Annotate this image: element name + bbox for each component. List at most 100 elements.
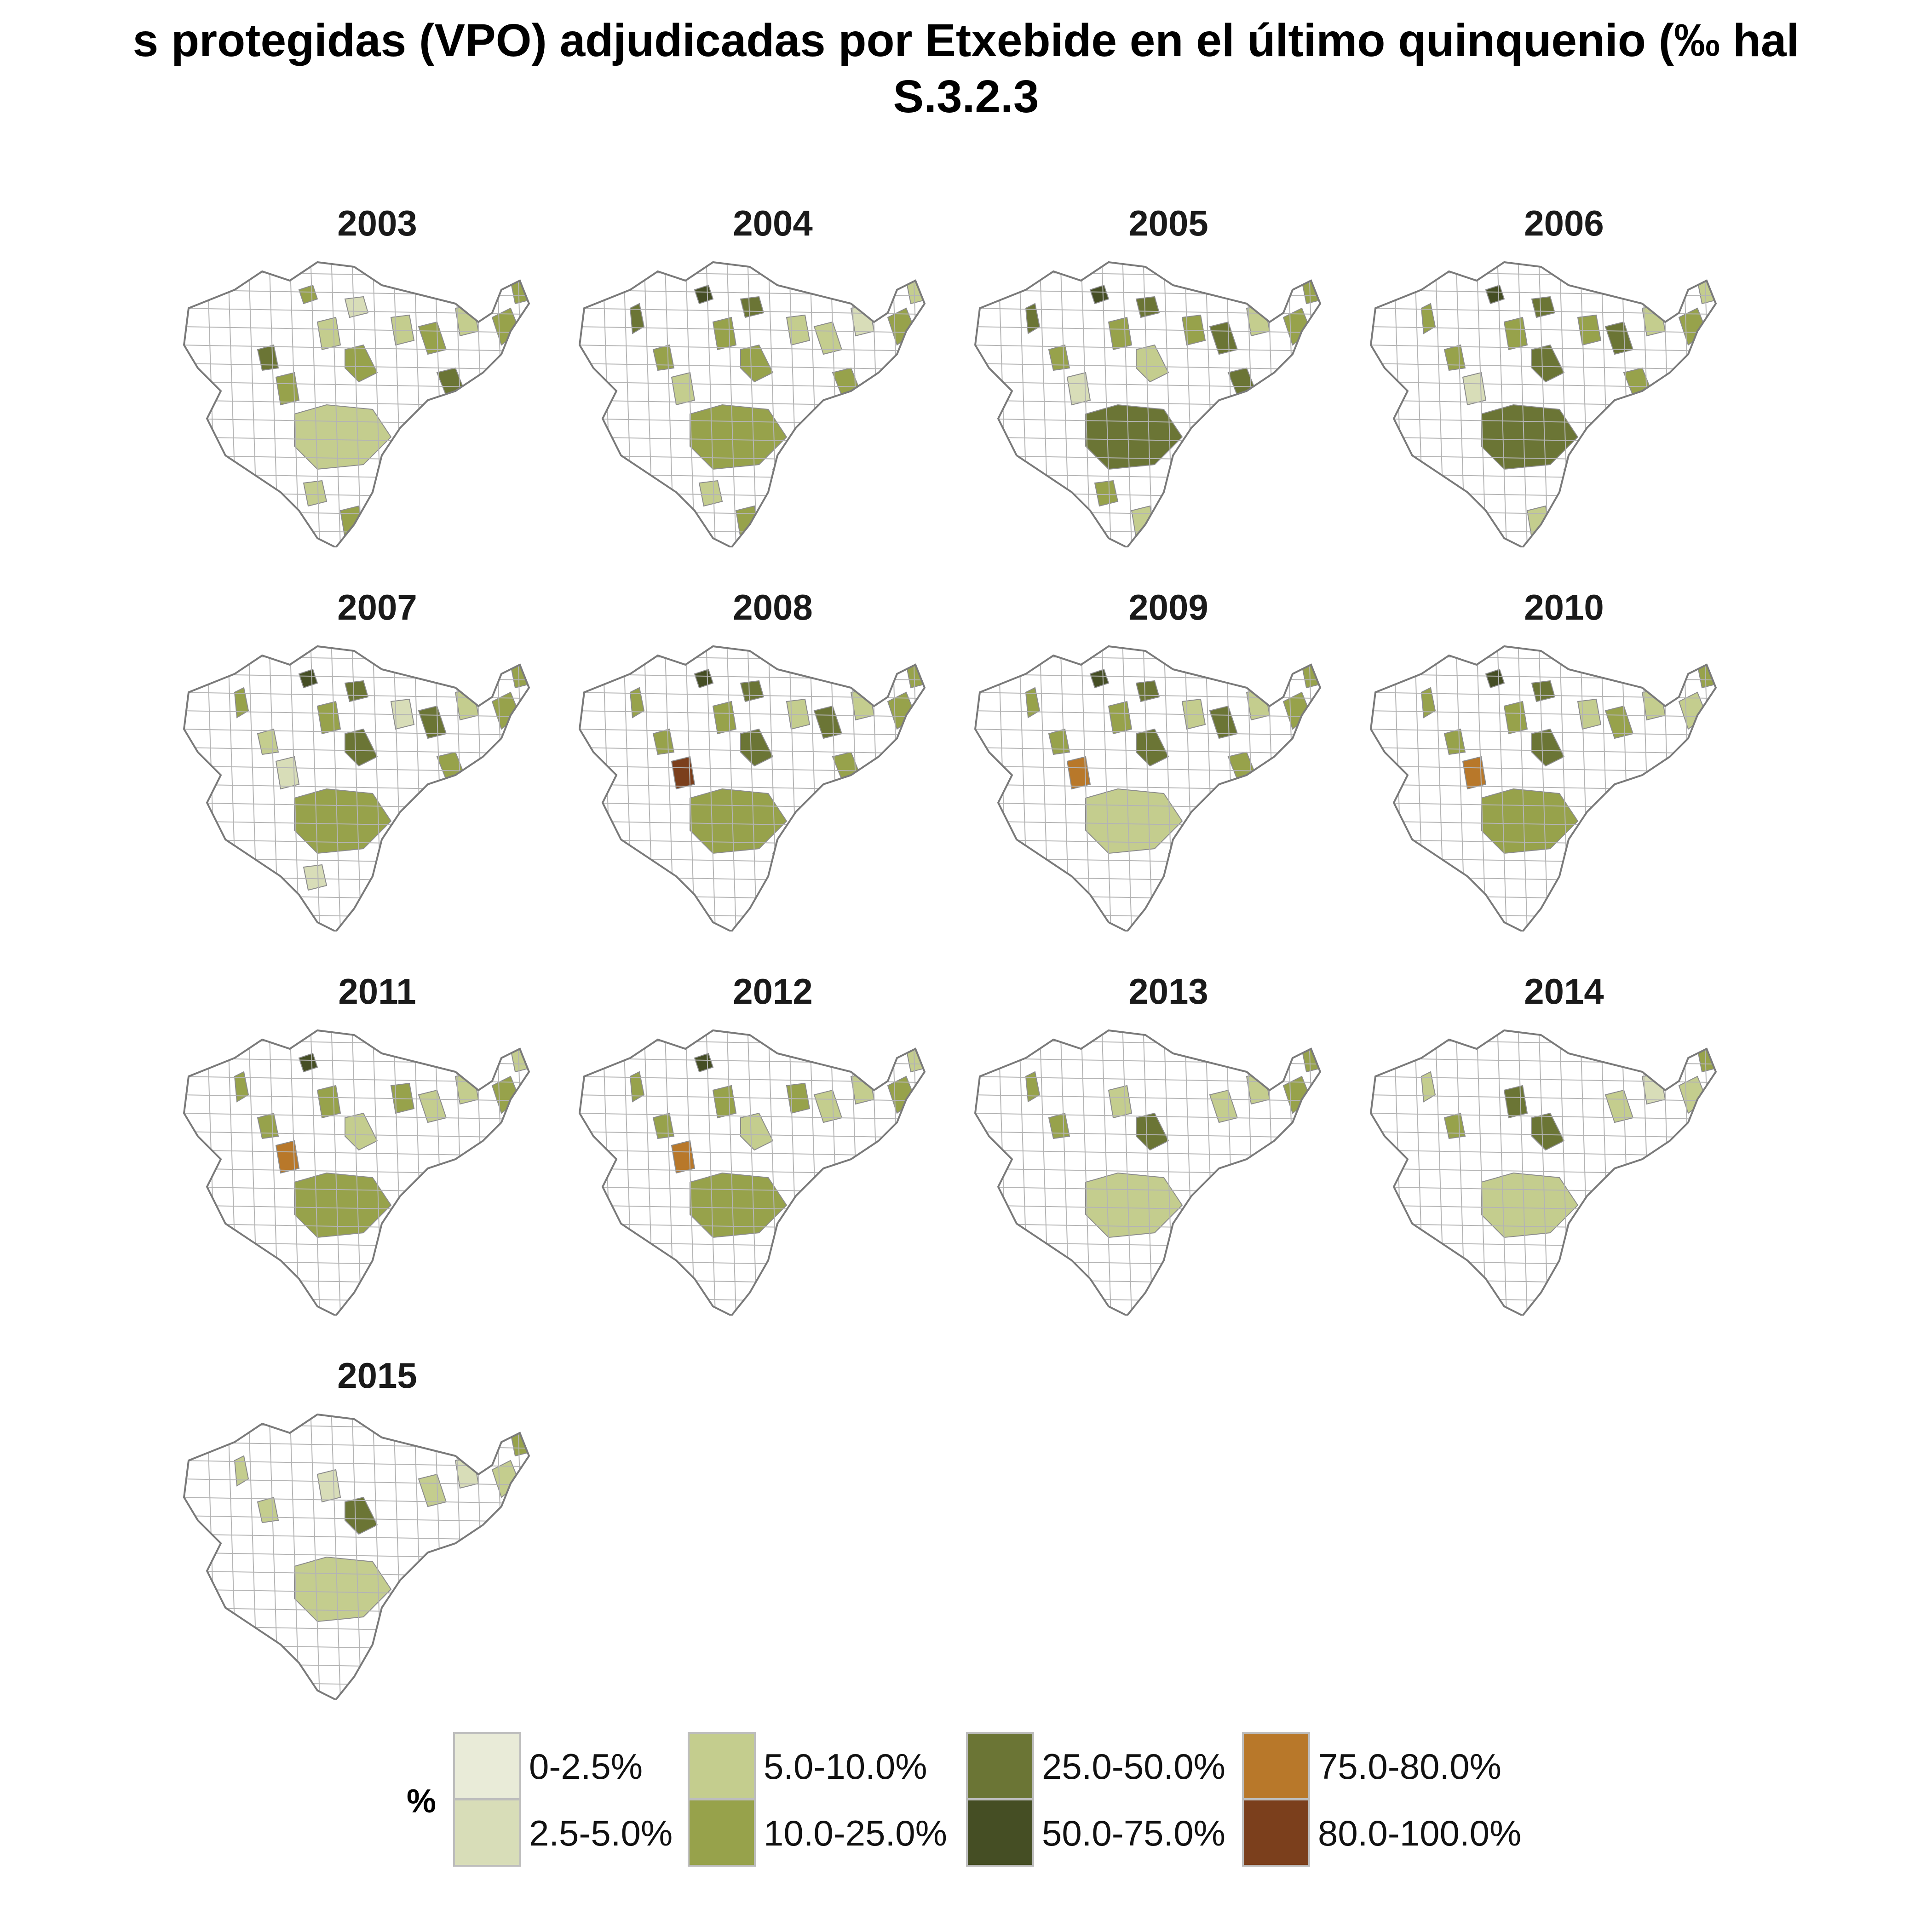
municipality-boundary: [975, 1076, 1320, 1084]
municipality-fill: [1531, 344, 1565, 383]
municipality-boundary: [830, 1030, 840, 1316]
municipality-boundary: [331, 1414, 341, 1700]
municipality-fill: [1089, 284, 1110, 305]
municipality-fill: [1066, 756, 1091, 790]
municipality-boundary: [351, 262, 362, 547]
territory-border: [183, 645, 530, 932]
municipality-boundary: [580, 655, 925, 663]
municipality-boundary: [1122, 262, 1132, 547]
legend-swatch: [966, 1732, 1034, 1800]
municipality-fill: [510, 1043, 529, 1073]
municipality-boundary: [434, 1030, 444, 1316]
municipality-fill: [1108, 701, 1133, 735]
municipality-fill: [1485, 284, 1505, 305]
municipality-fill: [1089, 668, 1110, 689]
panel-title: 2010: [1524, 587, 1604, 627]
municipality-fill: [298, 1052, 318, 1073]
municipality-boundary: [289, 262, 299, 547]
municipality-boundary: [1101, 262, 1111, 547]
municipality-boundary: [1642, 262, 1652, 547]
territory-border: [578, 1029, 926, 1316]
panel-title: 2013: [1128, 971, 1208, 1012]
municipality-boundary: [1538, 646, 1548, 932]
municipality-boundary: [830, 262, 840, 547]
municipality-boundary: [975, 529, 1320, 536]
municipality-fill: [1503, 1085, 1528, 1119]
choropleth-map: [183, 1029, 530, 1316]
municipality-boundary: [1371, 710, 1716, 718]
municipality-boundary: [1662, 1030, 1673, 1316]
municipality-fill: [694, 284, 714, 305]
municipality-boundary: [1101, 1030, 1111, 1316]
legend: % 0-2.5% 2.5-5.0% 5.0-10.0% 10.0-25.0% 25.0-…: [400, 1720, 1550, 1877]
map-panel-2014: 2014: [1366, 971, 1762, 1339]
municipality-boundary: [1476, 646, 1486, 932]
municipality-boundary: [1371, 1260, 1716, 1268]
municipality-fill: [694, 1052, 714, 1073]
municipality-fill: [316, 316, 341, 351]
municipality-fill: [234, 1455, 249, 1487]
choropleth-map: [183, 261, 530, 547]
panel-title: 2009: [1128, 587, 1208, 627]
municipality-boundary: [1371, 894, 1716, 902]
municipality-fill: [629, 687, 645, 719]
legend-title: %: [407, 1783, 437, 1820]
municipality-fill: [345, 1112, 378, 1151]
municipality-boundary: [580, 1076, 925, 1084]
municipality-boundary: [1371, 326, 1716, 334]
municipality-boundary: [747, 1030, 757, 1316]
municipality-fill: [1696, 659, 1716, 689]
municipality-boundary: [975, 894, 1320, 902]
municipality-boundary: [851, 646, 861, 932]
municipality-boundary: [685, 262, 695, 547]
choropleth-map: [183, 645, 530, 932]
legend-label: 80.0-100.0%: [1318, 1813, 1522, 1853]
choropleth-map: [578, 645, 926, 932]
municipality-boundary: [310, 262, 320, 547]
municipality-boundary: [289, 1414, 299, 1700]
municipality-boundary: [1267, 1030, 1277, 1316]
municipality-boundary: [184, 308, 529, 316]
territory-border: [1369, 1029, 1717, 1316]
legend-swatch: [688, 1732, 756, 1800]
municipality-boundary: [747, 646, 757, 932]
municipality-boundary: [1246, 1030, 1256, 1316]
municipality-boundary: [184, 1681, 529, 1689]
panel-title: 2011: [338, 971, 416, 1012]
municipality-boundary: [1621, 262, 1631, 547]
choropleth-map: [974, 1029, 1322, 1316]
municipality-boundary: [580, 308, 925, 316]
municipality-fill: [905, 1043, 925, 1073]
municipality-boundary: [871, 262, 881, 547]
municipality-boundary: [184, 1478, 529, 1486]
municipality-boundary: [1497, 646, 1507, 932]
municipality-boundary: [1621, 1030, 1631, 1316]
municipality-fill: [629, 303, 645, 334]
municipality-boundary: [580, 894, 925, 902]
municipality-boundary: [1371, 529, 1716, 536]
municipality-fill: [1563, 464, 1593, 502]
municipality-boundary: [1621, 646, 1631, 932]
municipality-boundary: [289, 1030, 299, 1316]
municipality-boundary: [685, 646, 695, 932]
municipality-boundary: [580, 529, 925, 536]
municipality-boundary: [455, 646, 465, 932]
municipality-boundary: [1371, 308, 1716, 316]
municipality-boundary: [1225, 646, 1236, 932]
map-panel-2015: 2015: [179, 1355, 575, 1723]
municipality-fill: [1420, 303, 1436, 334]
municipality-boundary: [1143, 1030, 1153, 1316]
municipality-fill: [1301, 659, 1320, 689]
municipality-boundary: [851, 262, 861, 547]
municipality-boundary: [580, 1039, 925, 1047]
municipality-boundary: [580, 510, 925, 518]
municipality-boundary: [580, 876, 925, 884]
municipality-fill: [712, 701, 737, 735]
municipality-fill: [1094, 480, 1119, 507]
municipality-boundary: [184, 510, 529, 518]
municipality-boundary: [1371, 1058, 1716, 1065]
municipality-boundary: [184, 913, 529, 920]
map-panel-2013: 2013: [971, 971, 1366, 1339]
municipality-boundary: [1371, 1278, 1716, 1286]
municipality-boundary: [1518, 1030, 1528, 1316]
